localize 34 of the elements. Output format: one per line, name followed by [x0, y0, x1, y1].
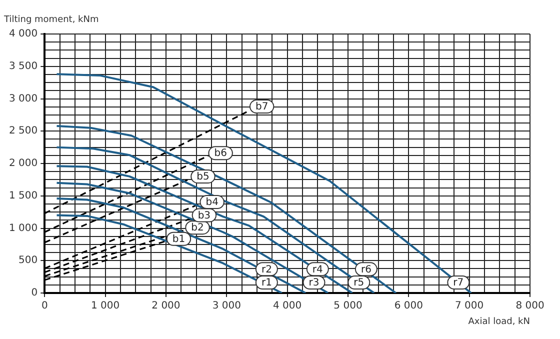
annotation: r1: [261, 278, 272, 289]
x-tick-label: 5 000: [334, 300, 362, 312]
annotation: b1: [172, 234, 186, 245]
annotation: b7: [255, 102, 268, 113]
annotation: b5: [196, 172, 210, 183]
y-tick-label: 2 500: [8, 126, 38, 137]
annotation: r7: [453, 278, 464, 289]
y-tick-label: 1 000: [8, 222, 38, 234]
annotation: b2: [191, 222, 204, 234]
annotation: b4: [206, 197, 218, 208]
y-tick-label: 3 000: [8, 93, 38, 104]
x-tick-label: 6 000: [394, 300, 423, 312]
y-tick-label: 500: [18, 255, 38, 266]
annotation: r4: [312, 264, 323, 276]
annotation: r5: [354, 278, 364, 289]
annotation: b3: [198, 210, 211, 222]
y-tick-label: 2 000: [8, 158, 38, 170]
y-tick-label: 4 000: [8, 28, 38, 40]
x-tick-label: 3 000: [212, 300, 241, 312]
y-tick-label: 0: [31, 288, 38, 299]
annotation: b6: [214, 148, 227, 160]
x-tick-label: 2 000: [152, 300, 180, 312]
x-tick-label: 1 000: [90, 300, 120, 312]
x-tick-label: 0: [41, 300, 48, 312]
annotation: r3: [308, 278, 320, 289]
y-axis-title: Tilting moment, kNm: [3, 14, 99, 25]
y-tick-label: 1 500: [8, 190, 38, 202]
y-tick-label: 3 500: [8, 60, 38, 72]
x-tick-label: 7 000: [455, 300, 484, 312]
annotation: r2: [261, 264, 272, 276]
x-tick-label: 4 000: [272, 300, 302, 312]
x-axis-title: Axial load, kN: [468, 316, 530, 327]
annotation: r6: [360, 264, 372, 276]
x-tick-label: 8 000: [516, 300, 544, 312]
